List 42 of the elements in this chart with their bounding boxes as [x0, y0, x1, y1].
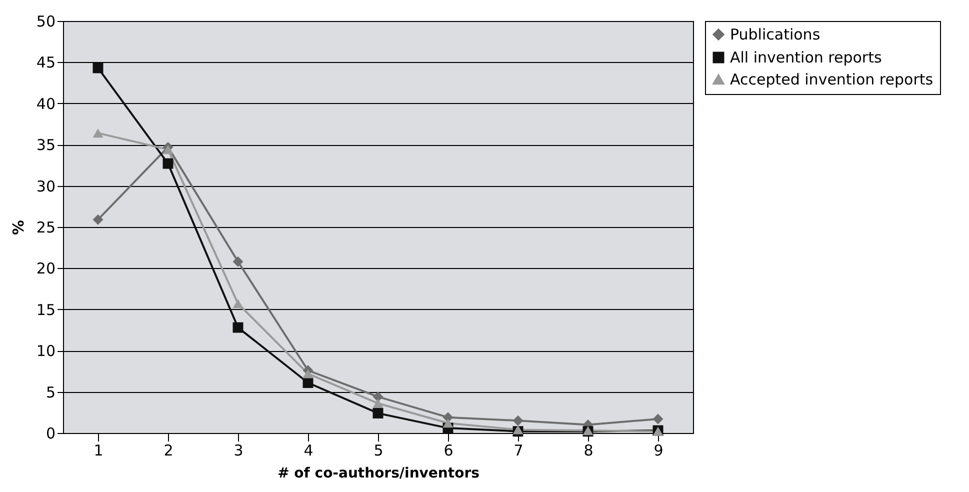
y-tick-label: 40 [36, 94, 56, 113]
x-tick-label: 7 [514, 442, 524, 460]
point [512, 425, 524, 434]
point [442, 418, 454, 428]
y-tick-label: 50 [36, 12, 56, 30]
point [232, 322, 244, 333]
point [372, 398, 384, 408]
point [512, 415, 524, 426]
x-axis-title: # of co-authors/inventors [278, 466, 480, 482]
y-tick-label: 0 [46, 424, 56, 442]
y-tick-label: 30 [36, 177, 56, 196]
point [652, 414, 664, 424]
point [372, 408, 384, 418]
point [92, 62, 104, 74]
point [302, 377, 314, 388]
x-tick-label: 9 [654, 442, 664, 460]
point [162, 158, 174, 169]
point [372, 392, 384, 402]
x-tick-label: 6 [444, 442, 454, 460]
x-tick-label: 4 [304, 442, 314, 460]
point [92, 128, 104, 138]
y-tick-label: 35 [36, 136, 56, 154]
y-tick-label: 25 [36, 218, 56, 236]
legend-label: Accepted invention reports [730, 70, 934, 88]
point [232, 256, 244, 267]
x-tick-label: 2 [164, 442, 174, 460]
x-tick-label: 1 [94, 442, 104, 460]
x-tick-label: 5 [374, 442, 384, 460]
x-tick-label: 3 [234, 442, 244, 460]
point [232, 299, 244, 308]
legend-label: Publications [730, 26, 820, 44]
legend-label: All invention reports [730, 48, 882, 66]
y-tick-label: 5 [46, 383, 56, 402]
y-tick-label: 20 [36, 260, 56, 278]
point [302, 369, 314, 378]
y-tick-label: 10 [36, 342, 56, 360]
y-tick-label: 15 [36, 300, 56, 319]
x-tick-label: 8 [584, 442, 594, 460]
point [92, 214, 104, 225]
y-axis-title: % [9, 220, 28, 236]
point [162, 145, 174, 154]
y-tick-label: 45 [36, 54, 56, 72]
